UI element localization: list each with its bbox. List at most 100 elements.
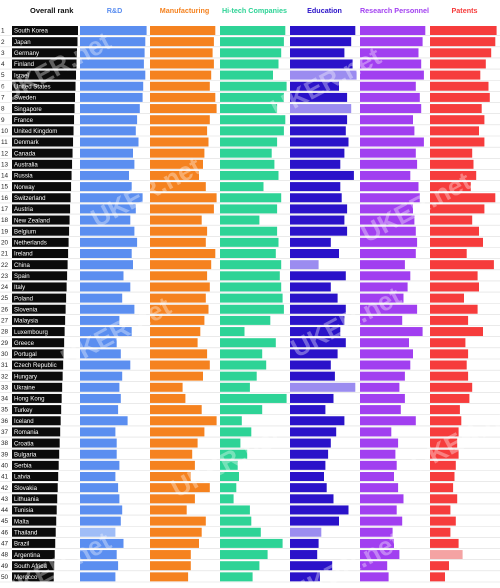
bar-hi-tech-companies (220, 472, 239, 481)
overall-rank-bar (12, 59, 77, 69)
bar-manufacturing (150, 137, 209, 147)
bar-education (290, 193, 342, 203)
bar-research-personnel (360, 538, 394, 548)
bar-patents (430, 494, 458, 504)
bar-r-d (80, 338, 117, 348)
country-label: Iceland (14, 418, 34, 425)
bar-hi-tech-companies (220, 293, 283, 303)
bar-r-d (80, 460, 120, 470)
bar-patents (430, 505, 451, 515)
rank-label: 13 (1, 161, 9, 168)
bar-r-d (80, 215, 131, 225)
bar-research-personnel (360, 26, 426, 35)
bar-r-d (80, 449, 117, 459)
bar-hi-tech-companies (220, 371, 257, 381)
bar-education (290, 550, 318, 560)
overall-rank-bar (12, 271, 68, 281)
column-header: Hi-tech Companies (222, 6, 287, 15)
bar-manufacturing (150, 182, 206, 192)
bar-manufacturing (150, 315, 205, 325)
bar-r-d (80, 126, 136, 136)
bar-education (290, 226, 348, 236)
bar-patents (430, 382, 473, 392)
bar-r-d (80, 92, 143, 102)
bar-education (290, 126, 346, 136)
bar-hi-tech-companies (220, 349, 263, 359)
overall-rank-bar (12, 472, 59, 481)
country-label: Japan (14, 39, 31, 46)
bar-manufacturing (150, 226, 208, 236)
bar-r-d (80, 360, 131, 370)
bar-r-d (80, 260, 133, 270)
bar-patents (430, 81, 489, 91)
country-label: Morocco (14, 574, 38, 581)
bar-patents (430, 193, 496, 203)
rank-label: 14 (1, 173, 9, 180)
bar-education (290, 327, 341, 337)
bar-education (290, 405, 326, 415)
bar-patents (430, 115, 485, 125)
bar-research-personnel (360, 81, 416, 91)
bar-patents (430, 405, 460, 415)
rank-label: 28 (1, 329, 9, 336)
rank-label: 12 (1, 150, 9, 157)
bar-hi-tech-companies (220, 483, 237, 493)
bar-research-personnel (360, 505, 397, 515)
column-header-bg (430, 0, 499, 20)
rank-label: 32 (1, 373, 9, 380)
bar-manufacturing (150, 505, 187, 515)
bar-education (290, 70, 357, 80)
bar-manufacturing (150, 304, 209, 314)
bar-r-d (80, 505, 123, 515)
overall-rank-bar (12, 338, 65, 348)
bar-patents (430, 104, 482, 114)
overall-rank-bar (12, 527, 56, 537)
bar-r-d (80, 304, 135, 314)
country-label: Lithuania (14, 496, 39, 503)
rank-label: 20 (1, 239, 9, 246)
bar-manufacturing (150, 550, 191, 560)
bar-education (290, 538, 319, 548)
bar-research-personnel (360, 170, 411, 180)
bar-hi-tech-companies (220, 494, 234, 504)
overall-rank-bar (12, 360, 64, 370)
rank-label: 45 (1, 518, 9, 525)
bar-education (290, 449, 329, 459)
bar-research-personnel (360, 260, 405, 270)
bar-manufacturing (150, 237, 206, 247)
bar-manufacturing (150, 92, 216, 102)
country-label: Finland (14, 61, 34, 68)
bar-r-d (80, 170, 129, 180)
bar-patents (430, 538, 459, 548)
bar-research-personnel (360, 193, 420, 203)
column-header-bg (220, 0, 289, 20)
country-label: South Korea (14, 28, 48, 35)
bar-patents (430, 427, 459, 437)
overall-rank-bar (12, 92, 76, 102)
overall-rank-bar (12, 494, 58, 504)
rank-label: 5 (1, 72, 5, 79)
overall-rank-bar (12, 159, 73, 169)
country-label: Spain (14, 273, 30, 280)
bar-education (290, 349, 338, 359)
country-label: Luxembourg (14, 329, 48, 336)
bar-manufacturing (150, 460, 195, 470)
overall-rank-bar (12, 561, 55, 571)
bar-hi-tech-companies (220, 538, 283, 548)
country-label: Argentina (14, 552, 41, 559)
bar-r-d (80, 550, 117, 560)
bar-manufacturing (150, 126, 208, 136)
country-label: Greece (14, 340, 35, 347)
bar-hi-tech-companies (220, 405, 263, 415)
country-label: Israel (14, 72, 29, 79)
rank-label: 29 (1, 340, 9, 347)
bar-r-d (80, 516, 121, 526)
bar-research-personnel (360, 37, 423, 47)
bar-r-d (80, 237, 138, 247)
bar-education (290, 338, 346, 348)
bar-hi-tech-companies (220, 550, 268, 560)
bar-education (290, 48, 345, 58)
bar-hi-tech-companies (220, 182, 264, 192)
bar-research-personnel (360, 416, 416, 426)
country-label: Brazil (14, 541, 29, 548)
